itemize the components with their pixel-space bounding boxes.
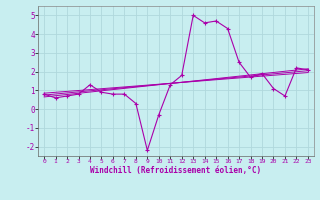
X-axis label: Windchill (Refroidissement éolien,°C): Windchill (Refroidissement éolien,°C): [91, 166, 261, 175]
